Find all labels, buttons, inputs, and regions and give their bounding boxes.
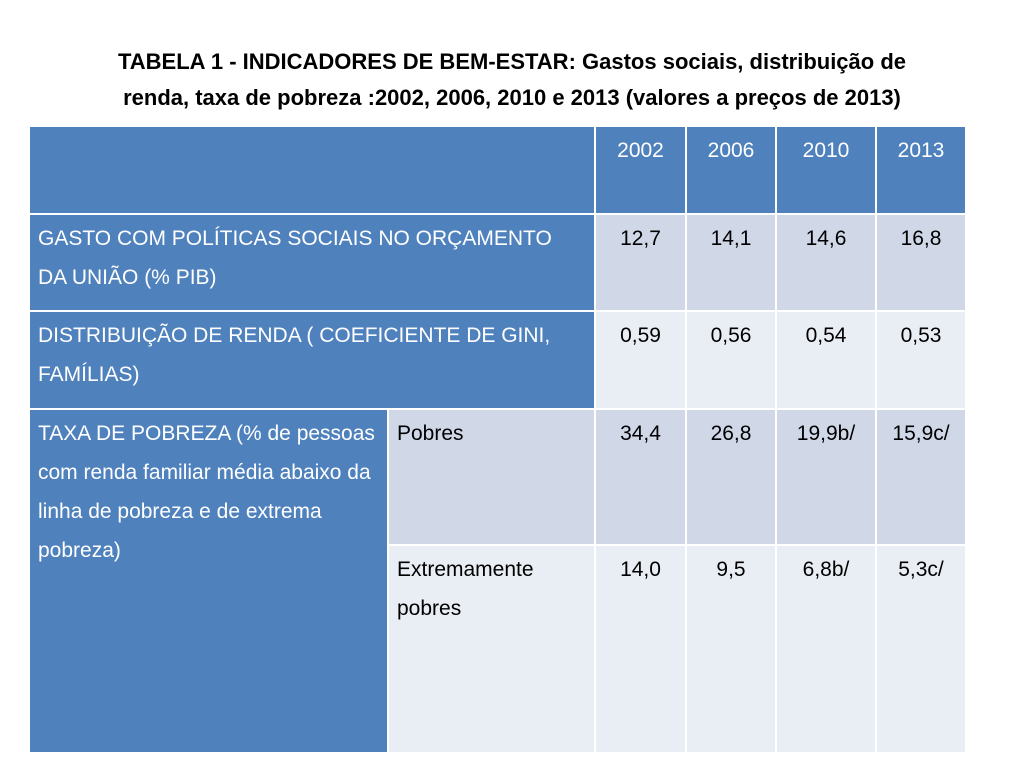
- table-row: Extremamente pobres 14,0 9,5 6,8b/ 5,3c/: [29, 544, 967, 754]
- table-row: DISTRIBUIÇÃO DE RENDA ( COEFICIENTE DE G…: [28, 310, 967, 410]
- header-blank-cell: [28, 125, 596, 215]
- header-year-2006: 2006: [685, 125, 777, 215]
- row-label-social-spending: GASTO COM POLÍTICAS SOCIAIS NO ORÇAMENTO…: [28, 213, 596, 312]
- subrow-label-poor: Pobres: [387, 408, 596, 546]
- subrow-label-extremely-poor: Extremamente pobres: [387, 544, 596, 754]
- table-cell: 0,54: [775, 310, 877, 410]
- table-row: TAXA DE POBREZA (% de pessoas com renda …: [28, 408, 967, 754]
- table-header-row: 2002 2006 2010 2013: [28, 125, 967, 215]
- table-cell: 14,0: [594, 544, 687, 754]
- table-cell: 16,8: [875, 213, 967, 312]
- header-year-2010: 2010: [775, 125, 877, 215]
- table-cell: 34,4: [594, 408, 687, 546]
- table-cell: 0,53: [875, 310, 967, 410]
- table-cell: 0,56: [685, 310, 777, 410]
- table-cell: 15,9c/: [875, 408, 967, 546]
- row-label-income-distribution: DISTRIBUIÇÃO DE RENDA ( COEFICIENTE DE G…: [28, 310, 596, 410]
- table-cell: 19,9b/: [775, 408, 877, 546]
- title-line-2: renda, taxa de pobreza :2002, 2006, 2010…: [123, 85, 901, 110]
- table-cell: 0,59: [594, 310, 687, 410]
- header-year-2013: 2013: [875, 125, 967, 215]
- table-cell: 6,8b/: [775, 544, 877, 754]
- indicators-table: 2002 2006 2010 2013 GASTO COM POLÍTICAS …: [28, 125, 967, 754]
- table-cell: 26,8: [685, 408, 777, 546]
- table-cell: 5,3c/: [875, 544, 967, 754]
- header-year-2002: 2002: [594, 125, 687, 215]
- title-line-1: TABELA 1 - INDICADORES DE BEM-ESTAR: Gas…: [117, 49, 907, 74]
- table-cell: 14,1: [685, 213, 777, 312]
- table-cell: 12,7: [594, 213, 687, 312]
- table-cell: 14,6: [775, 213, 877, 312]
- table-cell: 9,5: [685, 544, 777, 754]
- row-label-poverty-rate: TAXA DE POBREZA (% de pessoas com renda …: [28, 408, 389, 754]
- table-title: TABELA 1 - INDICADORES DE BEM-ESTAR: Gas…: [40, 44, 984, 116]
- table-row: GASTO COM POLÍTICAS SOCIAIS NO ORÇAMENTO…: [28, 213, 967, 312]
